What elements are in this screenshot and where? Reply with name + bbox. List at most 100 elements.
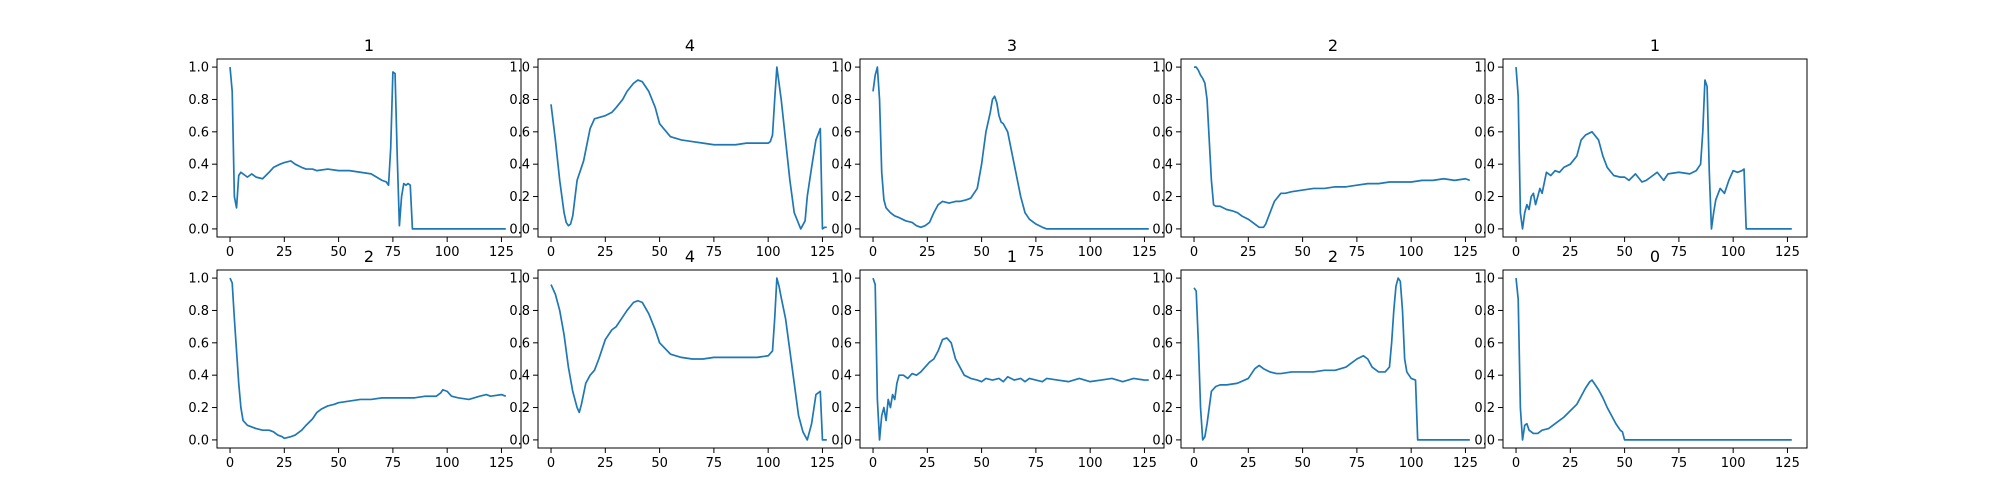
y-tick-label: 0.8 <box>509 93 530 108</box>
y-tick-label: 0.6 <box>1474 336 1495 351</box>
x-tick-label: 25 <box>1240 456 1257 471</box>
y-tick-label: 0.8 <box>1152 93 1173 108</box>
series-line <box>872 66 1149 230</box>
x-tick-label: 25 <box>919 245 936 260</box>
x-tick-label: 50 <box>973 245 990 260</box>
series-line <box>1194 66 1471 229</box>
y-tick-label: 0.8 <box>831 93 852 108</box>
subplot-title: 2 <box>1328 36 1338 55</box>
series-line <box>1515 67 1792 230</box>
y-tick-label: 0.6 <box>1152 125 1173 140</box>
x-tick-label: 75 <box>385 456 402 471</box>
x-tick-label: 0 <box>226 456 234 471</box>
subplot-7: 4 0 25 50 75 100 125 0.0 0.2 0.4 0.6 0.8 1.0 <box>509 247 843 471</box>
y-tick-label: 0.2 <box>188 190 209 205</box>
x-tick-label: 25 <box>1240 245 1257 260</box>
x-tick-label: 50 <box>651 456 668 471</box>
y-tick-label: 0.4 <box>509 369 530 384</box>
subplot-6: 2 0 25 50 75 100 125 0.0 0.2 0.4 0.6 0.8 1.0 <box>188 247 522 471</box>
x-tick-label: 125 <box>1775 456 1800 471</box>
x-tick-label: 50 <box>330 245 347 260</box>
y-tick-label: 0.4 <box>188 369 209 384</box>
y-tick-label: 0.2 <box>1474 190 1495 205</box>
subplot-5: 1 0 25 50 75 100 125 0.0 0.2 0.4 0.6 0.8 1.0 <box>1474 36 1808 260</box>
x-tick-label: 100 <box>1399 245 1424 260</box>
x-tick-label: 75 <box>1028 245 1045 260</box>
y-tick-label: 0.8 <box>188 93 209 108</box>
subplot-4: 2 0 25 50 75 100 125 0.0 0.2 0.4 0.6 0.8 1.0 <box>1152 36 1486 260</box>
y-tick-label: 0.6 <box>509 125 530 140</box>
y-tick-label: 0.6 <box>509 336 530 351</box>
y-tick-label: 0.6 <box>1474 125 1495 140</box>
y-tick-label: 0.8 <box>1152 304 1173 319</box>
subplot-2: 4 0 25 50 75 100 125 0.0 0.2 0.4 0.6 0.8 1.0 <box>509 36 843 260</box>
x-tick-label: 50 <box>651 245 668 260</box>
x-tick-label: 50 <box>1294 245 1311 260</box>
x-tick-label: 125 <box>489 456 514 471</box>
x-tick-label: 75 <box>706 456 723 471</box>
x-tick-label: 100 <box>435 245 460 260</box>
x-tick-label: 100 <box>756 456 781 471</box>
y-tick-label: 0.6 <box>831 125 852 140</box>
y-tick-label: 1.0 <box>1474 272 1495 287</box>
x-tick-label: 125 <box>489 245 514 260</box>
x-tick-label: 50 <box>973 456 990 471</box>
y-tick-label: 1.0 <box>1474 61 1495 76</box>
y-tick-label: 0.8 <box>509 304 530 319</box>
x-tick-label: 25 <box>276 456 293 471</box>
series-line <box>229 67 506 230</box>
y-tick-label: 0.8 <box>831 304 852 319</box>
series-line <box>1515 278 1792 441</box>
x-tick-label: 75 <box>1671 245 1688 260</box>
x-tick-label: 75 <box>385 245 402 260</box>
y-tick-label: 0.4 <box>509 158 530 173</box>
x-tick-label: 75 <box>1349 456 1366 471</box>
subplot-title: 3 <box>1007 36 1017 55</box>
y-tick-label: 0.0 <box>831 433 852 448</box>
x-tick-label: 125 <box>810 456 835 471</box>
y-tick-label: 1.0 <box>509 61 530 76</box>
y-tick-label: 0.4 <box>1474 158 1495 173</box>
y-tick-label: 0.2 <box>1474 401 1495 416</box>
x-tick-label: 75 <box>1349 245 1366 260</box>
x-tick-label: 125 <box>810 245 835 260</box>
y-tick-label: 0.2 <box>1152 401 1173 416</box>
x-tick-label: 25 <box>1562 245 1579 260</box>
x-tick-label: 125 <box>1132 456 1157 471</box>
x-tick-label: 0 <box>1190 245 1198 260</box>
y-tick-label: 0.4 <box>1152 158 1173 173</box>
subplot-1: 1 0 25 50 75 100 125 0.0 0.2 0.4 0.6 0.8 1.0 <box>188 36 522 260</box>
y-tick-label: 0.0 <box>831 222 852 237</box>
series-line <box>550 277 827 441</box>
x-tick-label: 125 <box>1453 456 1478 471</box>
subplot-title: 0 <box>1650 247 1660 266</box>
axes-frame <box>1502 269 1808 449</box>
y-tick-label: 0.4 <box>1152 369 1173 384</box>
y-tick-label: 0.0 <box>509 433 530 448</box>
x-tick-label: 100 <box>756 245 781 260</box>
x-tick-label: 0 <box>547 456 555 471</box>
x-tick-label: 75 <box>1671 456 1688 471</box>
axes-frame <box>537 269 843 449</box>
x-tick-label: 0 <box>226 245 234 260</box>
y-tick-label: 0.4 <box>831 158 852 173</box>
x-tick-label: 0 <box>1190 456 1198 471</box>
y-tick-label: 0.0 <box>1152 433 1173 448</box>
series-line <box>229 277 507 440</box>
x-tick-label: 0 <box>1512 245 1520 260</box>
x-tick-label: 25 <box>597 245 614 260</box>
subplot-title: 1 <box>1007 247 1017 266</box>
x-tick-label: 0 <box>869 456 877 471</box>
y-tick-label: 0.2 <box>509 190 530 205</box>
x-tick-label: 75 <box>1028 456 1045 471</box>
y-tick-label: 0.6 <box>188 336 209 351</box>
y-tick-label: 0.8 <box>188 304 209 319</box>
subplot-title: 2 <box>364 247 374 266</box>
x-tick-label: 50 <box>1616 456 1633 471</box>
x-tick-label: 25 <box>597 456 614 471</box>
y-tick-label: 0.8 <box>1474 304 1495 319</box>
y-tick-label: 1.0 <box>509 272 530 287</box>
y-tick-label: 1.0 <box>1152 272 1173 287</box>
subplot-10: 0 0 25 50 75 100 125 0.0 0.2 0.4 0.6 0.8 1.0 <box>1474 247 1808 471</box>
